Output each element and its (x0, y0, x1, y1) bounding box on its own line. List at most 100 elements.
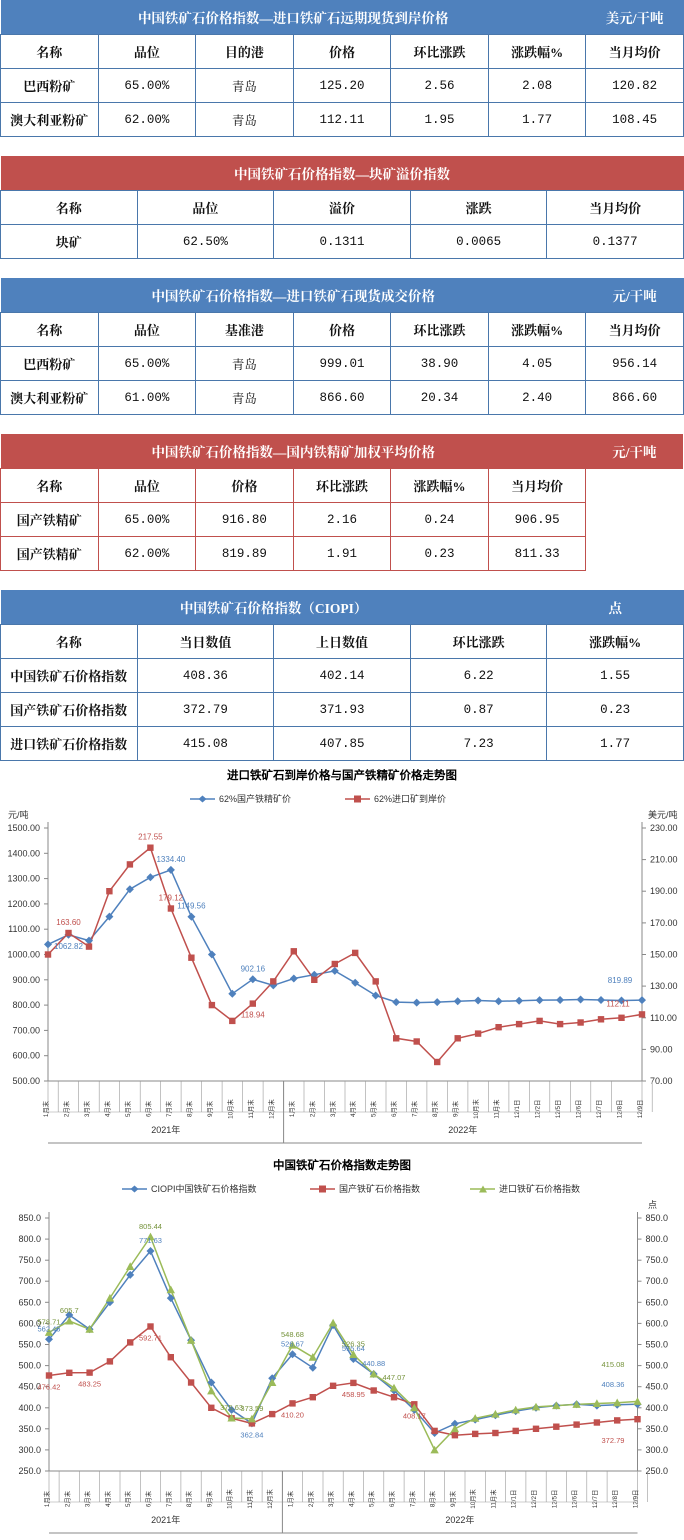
svg-text:6月末: 6月末 (387, 1490, 396, 1507)
svg-text:CIOPI中国铁矿石价格指数: CIOPI中国铁矿石价格指数 (151, 1183, 257, 1194)
svg-text:447.07: 447.07 (383, 1373, 406, 1382)
svg-text:210.00: 210.00 (650, 855, 678, 865)
svg-text:179.12: 179.12 (159, 894, 184, 903)
svg-text:4月末: 4月末 (103, 1490, 112, 1507)
svg-text:300.0: 300.0 (646, 1445, 669, 1455)
svg-text:819.89: 819.89 (608, 976, 633, 985)
svg-text:118.94: 118.94 (241, 1011, 265, 1020)
svg-text:476.42: 476.42 (38, 1383, 61, 1392)
svg-text:7月末: 7月末 (407, 1490, 416, 1507)
svg-text:10月末: 10月末 (471, 1099, 480, 1119)
svg-text:700.0: 700.0 (18, 1276, 41, 1286)
svg-text:483.25: 483.25 (78, 1380, 101, 1389)
svg-text:650.0: 650.0 (646, 1297, 669, 1307)
svg-text:408.36: 408.36 (602, 1380, 625, 1389)
svg-text:900.00: 900.00 (12, 975, 40, 985)
svg-text:1月末: 1月末 (42, 1490, 51, 1507)
svg-text:372.79: 372.79 (602, 1436, 625, 1445)
svg-text:12/7日: 12/7日 (595, 1100, 603, 1119)
svg-text:5月末: 5月末 (369, 1100, 378, 1117)
svg-text:4月末: 4月末 (346, 1490, 355, 1507)
svg-text:9月末: 9月末 (451, 1100, 460, 1117)
svg-text:750.0: 750.0 (646, 1255, 669, 1265)
svg-text:410.20: 410.20 (281, 1410, 304, 1419)
svg-text:12/1日: 12/1日 (513, 1100, 521, 1119)
svg-text:112.11: 112.11 (606, 999, 630, 1008)
svg-text:805.44: 805.44 (139, 1222, 162, 1231)
svg-text:373.59: 373.59 (240, 1404, 263, 1413)
svg-text:800.00: 800.00 (12, 1000, 40, 1010)
svg-text:1月末: 1月末 (286, 1490, 295, 1507)
svg-text:6月末: 6月末 (144, 1490, 153, 1507)
svg-text:10月末: 10月末 (225, 1489, 234, 1509)
svg-text:2021年: 2021年 (151, 1124, 180, 1135)
svg-text:点: 点 (648, 1200, 657, 1210)
svg-text:11月末: 11月末 (246, 1099, 255, 1119)
svg-text:362.84: 362.84 (240, 1430, 263, 1439)
svg-text:415.08: 415.08 (602, 1360, 625, 1369)
svg-text:11月末: 11月末 (492, 1099, 501, 1119)
svg-text:12/2日: 12/2日 (534, 1100, 542, 1119)
svg-text:10月末: 10月末 (225, 1099, 234, 1119)
svg-text:700.00: 700.00 (12, 1025, 40, 1035)
svg-text:150.00: 150.00 (650, 950, 678, 960)
svg-text:1400.00: 1400.00 (7, 848, 40, 858)
svg-text:1500.00: 1500.00 (7, 823, 40, 833)
svg-text:2月末: 2月末 (306, 1490, 315, 1507)
svg-text:1月末: 1月末 (287, 1100, 296, 1117)
svg-text:110.00: 110.00 (650, 1013, 677, 1023)
svg-text:11月末: 11月末 (245, 1489, 254, 1509)
svg-text:62%进口矿到岸价: 62%进口矿到岸价 (374, 793, 446, 804)
svg-text:902.16: 902.16 (241, 964, 266, 973)
svg-text:12/2日: 12/2日 (530, 1490, 538, 1509)
svg-text:90.00: 90.00 (650, 1044, 673, 1054)
svg-text:771.63: 771.63 (139, 1236, 162, 1245)
svg-text:3月末: 3月末 (328, 1100, 337, 1117)
svg-text:3月末: 3月末 (82, 1100, 91, 1117)
svg-text:700.0: 700.0 (646, 1276, 669, 1286)
svg-text:美元/吨: 美元/吨 (648, 809, 678, 820)
svg-text:国产铁矿石价格指数: 国产铁矿石价格指数 (339, 1183, 420, 1194)
svg-text:600.00: 600.00 (12, 1051, 40, 1061)
svg-text:12/6日: 12/6日 (571, 1490, 579, 1509)
svg-text:进口铁矿石到岸价格与国产铁精矿价格走势图: 进口铁矿石到岸价格与国产铁精矿价格走势图 (227, 768, 457, 782)
svg-text:12月末: 12月末 (266, 1099, 275, 1119)
svg-text:6月末: 6月末 (389, 1100, 398, 1117)
svg-text:592.71: 592.71 (139, 1334, 162, 1343)
svg-text:8月末: 8月末 (430, 1100, 439, 1117)
svg-text:8月末: 8月末 (184, 1100, 193, 1117)
svg-text:12/5日: 12/5日 (550, 1490, 558, 1509)
svg-text:4月末: 4月末 (348, 1100, 357, 1117)
svg-text:1100.00: 1100.00 (8, 924, 40, 934)
svg-text:11月末: 11月末 (488, 1489, 497, 1509)
svg-text:548.68: 548.68 (281, 1330, 304, 1339)
svg-text:650.0: 650.0 (18, 1297, 41, 1307)
svg-text:3月末: 3月末 (83, 1490, 92, 1507)
svg-text:1149.56: 1149.56 (177, 902, 206, 911)
svg-text:800.0: 800.0 (18, 1234, 41, 1244)
svg-text:526.67: 526.67 (281, 1339, 304, 1348)
svg-text:8月末: 8月末 (428, 1490, 437, 1507)
svg-text:1334.40: 1334.40 (156, 855, 185, 864)
svg-text:70.00: 70.00 (650, 1076, 673, 1086)
svg-text:12/1日: 12/1日 (510, 1490, 518, 1509)
svg-text:250.0: 250.0 (646, 1466, 669, 1476)
svg-text:190.00: 190.00 (650, 886, 678, 896)
svg-text:2022年: 2022年 (445, 1514, 474, 1525)
svg-text:7月末: 7月末 (164, 1490, 173, 1507)
svg-text:550.0: 550.0 (646, 1340, 669, 1350)
svg-text:400.0: 400.0 (646, 1403, 669, 1413)
svg-text:1300.00: 1300.00 (7, 874, 40, 884)
svg-text:163.60: 163.60 (56, 918, 81, 927)
svg-text:10月末: 10月末 (468, 1489, 477, 1509)
svg-text:130.00: 130.00 (650, 981, 678, 991)
svg-text:4月末: 4月末 (102, 1100, 111, 1117)
svg-text:9月末: 9月末 (448, 1490, 457, 1507)
svg-text:850.0: 850.0 (18, 1213, 41, 1223)
svg-text:6月末: 6月末 (143, 1100, 152, 1117)
svg-text:500.0: 500.0 (18, 1361, 41, 1371)
svg-text:5月末: 5月末 (367, 1490, 376, 1507)
svg-text:350.0: 350.0 (646, 1424, 669, 1434)
svg-text:230.00: 230.00 (650, 823, 678, 833)
svg-text:8月末: 8月末 (184, 1490, 193, 1507)
